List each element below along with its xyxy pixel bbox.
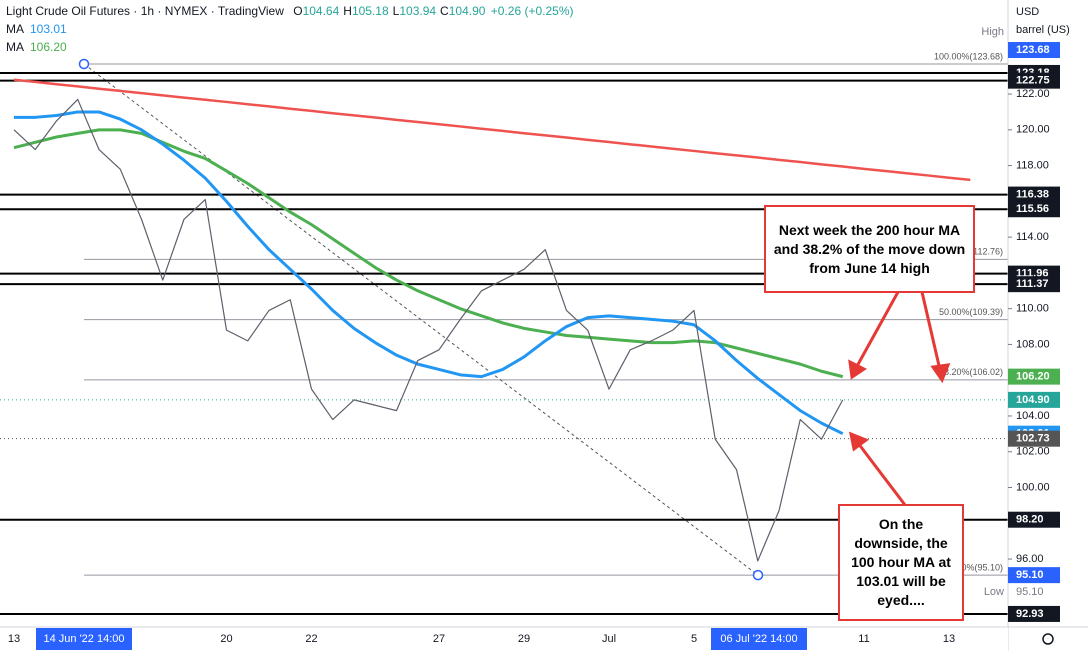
- price-badge-label: 106.20: [1016, 371, 1050, 383]
- indicator-value: 106.20: [30, 40, 67, 54]
- level-label: 111.37: [1016, 278, 1048, 290]
- arrow-head: [848, 431, 870, 452]
- ohlc-key: C: [440, 4, 449, 18]
- extreme-badge: [1008, 42, 1060, 59]
- x-tick-label: 13: [8, 633, 20, 645]
- level-label: 116.38: [1016, 188, 1049, 200]
- y-tick-label: 114.00: [1016, 231, 1049, 243]
- x-tick-label: Jul: [602, 633, 616, 645]
- arrow-head: [848, 359, 867, 380]
- y-tick-label: 96.00: [1016, 553, 1044, 565]
- extreme-marker: [78, 58, 90, 70]
- level-label: 92.93: [1016, 608, 1044, 620]
- time-axis: [0, 627, 1008, 651]
- indicator-value: 103.01: [30, 22, 67, 36]
- y-tick-label: 104.00: [1016, 410, 1050, 422]
- x-tick-label: 20: [220, 633, 232, 645]
- extreme-tag: Low: [984, 586, 1004, 598]
- annotation: Next week the 200 hour MA and 38.2% of t…: [764, 205, 975, 293]
- indicator-name: MA: [6, 22, 24, 36]
- fib-label: 100.00%(123.68): [934, 51, 1003, 61]
- level-badge: [1008, 72, 1060, 89]
- arrow-head: [930, 363, 951, 384]
- level-badge: [1008, 201, 1060, 218]
- title-row: Light Crude Oil Futures · 1h · NYMEX · T…: [6, 4, 576, 18]
- level-label: 115.56: [1016, 203, 1049, 215]
- crosshair-label: 06 Jul '22 14:00: [720, 633, 797, 645]
- series-line: [13, 98, 844, 562]
- arrow: [856, 442, 907, 506]
- y-tick-label: 120.00: [1016, 124, 1050, 136]
- level-badge: [1008, 605, 1060, 622]
- settings-icon[interactable]: [1042, 633, 1054, 645]
- ohlc-key: O: [293, 4, 303, 18]
- currency: USD: [1016, 6, 1039, 18]
- fib-label: 0.00%(95.10): [949, 563, 1003, 573]
- extreme-label: 123.68: [1016, 44, 1050, 56]
- price-axis: [1008, 0, 1088, 651]
- y-tick-label: 118.00: [1016, 160, 1049, 172]
- price-badge: [1008, 430, 1060, 447]
- x-tick-label: 27: [433, 633, 445, 645]
- arrows: [848, 291, 951, 506]
- crosshair-badge: [711, 628, 807, 650]
- ohlc-value: 105.18: [351, 4, 389, 18]
- x-tick-label: 22: [305, 633, 317, 645]
- price-badge: [1008, 368, 1060, 385]
- series-line: [14, 110, 844, 436]
- extreme-marker: [752, 569, 764, 581]
- level-badge: [1008, 276, 1060, 293]
- arrow: [920, 291, 942, 371]
- indicator: MA 106.20: [6, 40, 576, 54]
- x-tick-label: 29: [518, 633, 530, 645]
- crosshair-badge: [36, 628, 132, 650]
- level-badge: [1008, 186, 1060, 203]
- level-label: 98.20: [1016, 514, 1044, 526]
- ohlc-value: 104.64: [302, 4, 340, 18]
- level-badge: [1008, 511, 1060, 528]
- fib-label: 50.00%(109.39): [939, 307, 1003, 317]
- extreme-value: 95.10: [1016, 586, 1044, 598]
- series-line: [13, 78, 971, 182]
- y-tick-label: 108.00: [1016, 338, 1050, 350]
- extreme-label: 95.10: [1016, 569, 1044, 581]
- fib-label: 38.20%(106.02): [939, 367, 1003, 377]
- ohlc-key: L: [392, 4, 400, 18]
- ohlc: O104.64 H105.18 L103.94 C104.90: [289, 4, 485, 18]
- indicators: MA 103.01 MA 106.20: [6, 22, 576, 54]
- y-tick-label: 110.00: [1016, 303, 1049, 315]
- title: Light Crude Oil Futures · 1h · NYMEX · T…: [6, 4, 284, 18]
- annotation: On the downside, the 100 hour MA at 103.…: [838, 504, 964, 621]
- arrow: [854, 291, 900, 369]
- y-tick-label: 100.00: [1016, 481, 1050, 493]
- crosshair-label: 14 Jun '22 14:00: [43, 633, 124, 645]
- x-tick-label: 11: [858, 633, 869, 645]
- extreme-tag: High: [981, 26, 1004, 38]
- y-tick-label: 102.00: [1016, 446, 1050, 458]
- unit: barrel (US): [1016, 24, 1070, 36]
- extreme-badge: [1008, 567, 1060, 584]
- ohlc-value: 103.94: [399, 4, 437, 18]
- change: +0.26 (+0.25%): [490, 4, 574, 18]
- fib-trend: [83, 63, 759, 576]
- level-label: 122.75: [1016, 75, 1050, 87]
- price-badge-label: 102.73: [1016, 433, 1050, 445]
- ohlc-key: H: [343, 4, 352, 18]
- indicator-name: MA: [6, 40, 24, 54]
- indicator: MA 103.01: [6, 22, 576, 36]
- y-tick-label: 122.00: [1016, 88, 1050, 100]
- price-badge-label: 104.90: [1016, 394, 1050, 406]
- x-tick-label: 5: [691, 633, 697, 645]
- price-badge: [1008, 391, 1060, 408]
- axis-layer: 96.00 100.00 102.00 104.00 108.00 110.00 114.0…: [8, 26, 1060, 650]
- ohlc-value: 104.90: [448, 4, 486, 18]
- header: Light Crude Oil Futures · 1h · NYMEX · T…: [6, 4, 576, 54]
- x-tick-label: 13: [943, 633, 955, 645]
